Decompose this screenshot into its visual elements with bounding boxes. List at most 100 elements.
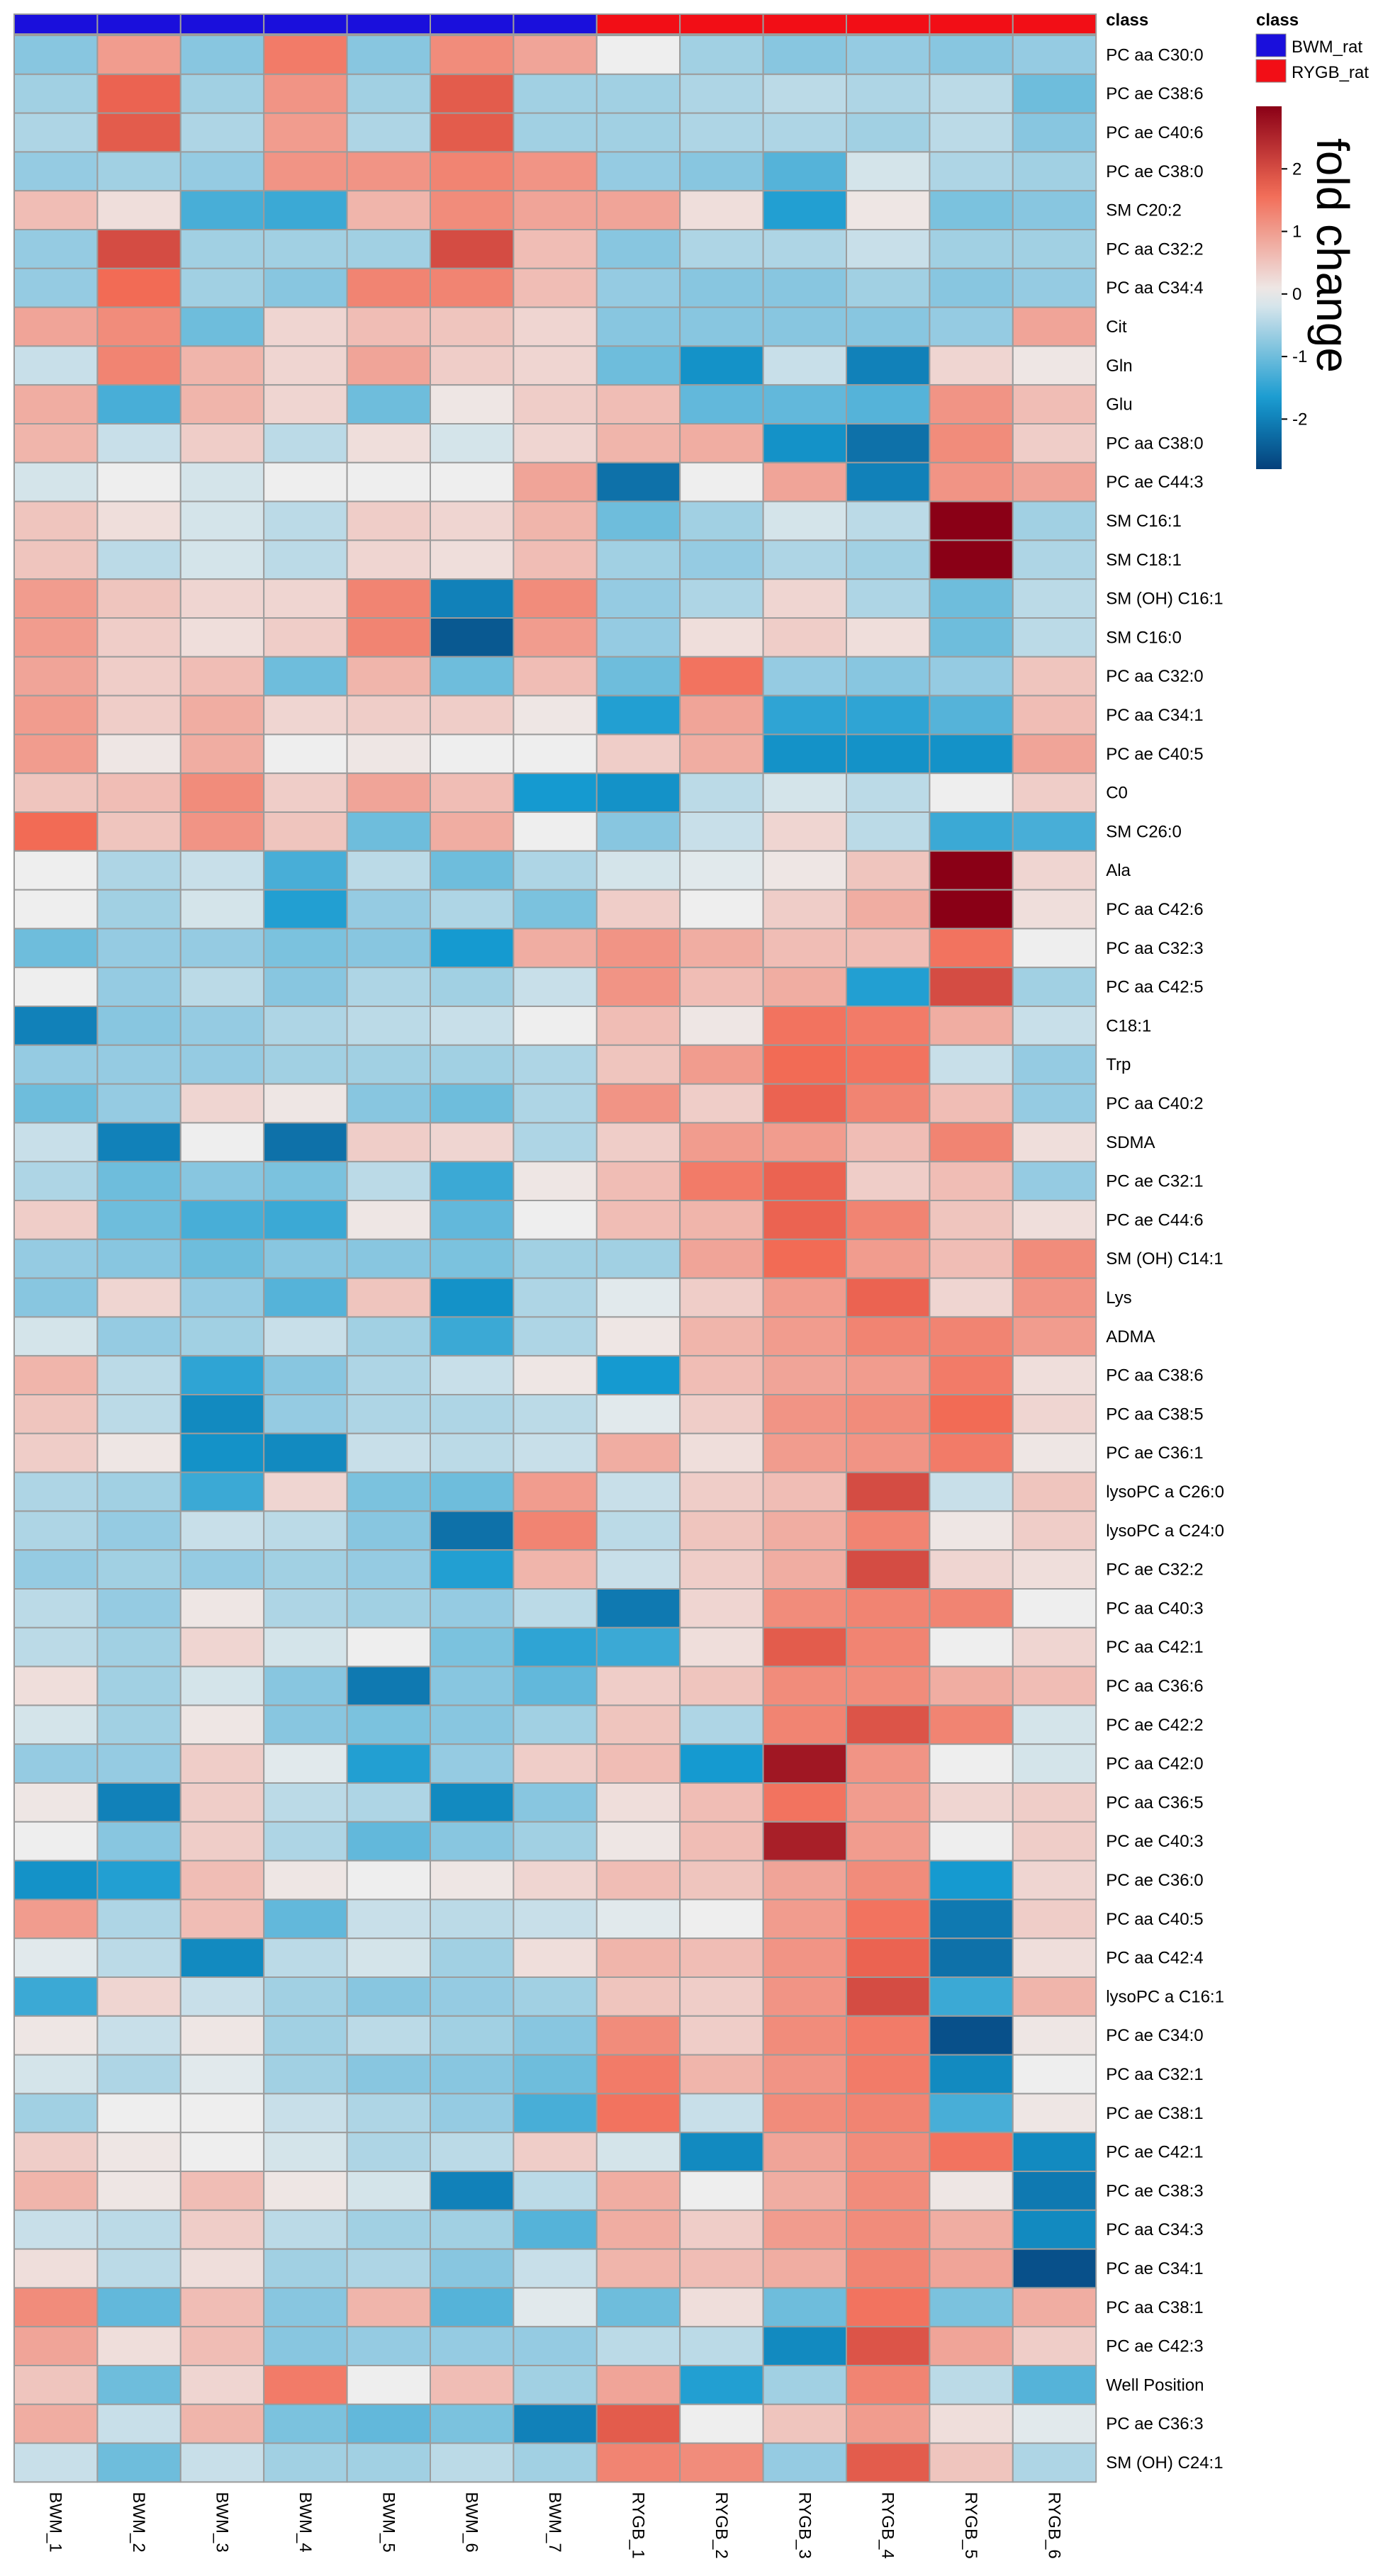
heatmap-cell — [679, 1665, 764, 1706]
heatmap-cell — [263, 1471, 348, 1512]
heatmap-cell — [179, 539, 265, 580]
heatmap-cell — [96, 2209, 181, 2250]
heatmap-cell — [595, 656, 681, 697]
heatmap-cell — [513, 2209, 598, 2250]
heatmap-cell — [762, 889, 847, 930]
row-label: PC ae C36:3 — [1106, 2414, 1203, 2434]
heatmap-cell — [929, 694, 1014, 736]
heatmap-cell — [13, 656, 99, 697]
heatmap-cell — [13, 2365, 99, 2405]
heatmap-cell — [679, 190, 764, 231]
heatmap-cell — [96, 423, 181, 463]
column-labels: BWM_1 BWM_2 BWM_3 BWM_4 BWM_5 BWM_6 BWM_7 RYGB_… — [46, 2492, 1064, 2558]
heatmap-cell — [679, 2365, 764, 2405]
heatmap-cell — [762, 1704, 847, 1745]
row-label: lysoPC a C16:1 — [1106, 1987, 1224, 2006]
heatmap-cell — [595, 733, 681, 775]
heatmap-cell — [513, 423, 598, 463]
heatmap-cell — [430, 423, 515, 463]
heatmap-cell — [846, 2015, 931, 2056]
heatmap-cell — [13, 461, 99, 502]
heatmap-cell — [179, 1432, 265, 1473]
heatmap-cell — [846, 1704, 931, 1745]
column-label: RYGB_2 — [712, 2492, 731, 2558]
heatmap-cell — [13, 500, 99, 541]
heatmap-cell — [430, 578, 515, 619]
heatmap-cell — [762, 1976, 847, 2017]
heatmap-cell — [929, 2403, 1014, 2444]
heatmap-cell — [595, 889, 681, 930]
heatmap-cell — [263, 229, 348, 269]
row-label: PC ae C32:2 — [1106, 1560, 1203, 1580]
heatmap-cell — [762, 2403, 847, 2444]
heatmap-cell — [679, 1937, 764, 1978]
heatmap-cell — [430, 1161, 515, 1201]
heatmap-cell — [1012, 1316, 1097, 1357]
heatmap-cell — [96, 1394, 181, 1434]
heatmap-cell — [1012, 2403, 1097, 2444]
heatmap-cell — [595, 1355, 681, 1395]
heatmap-cell — [263, 772, 348, 813]
heatmap-cell — [513, 461, 598, 502]
heatmap-cell — [1012, 2248, 1097, 2289]
heatmap-cell — [679, 1044, 764, 1085]
column-label: RYGB_5 — [961, 2492, 980, 2558]
heatmap-cell — [96, 35, 181, 75]
heatmap-cell — [513, 772, 598, 813]
row-label: PC ae C34:1 — [1106, 2259, 1203, 2278]
heatmap-cell — [929, 1510, 1014, 1551]
heatmap-cell — [595, 2326, 681, 2366]
heatmap-cell — [679, 35, 764, 75]
heatmap-cell — [929, 2171, 1014, 2211]
heatmap-cell — [179, 2171, 265, 2211]
heatmap-cell — [1012, 1355, 1097, 1395]
row-label: PC ae C40:6 — [1106, 123, 1203, 142]
heatmap-cell — [513, 2326, 598, 2366]
heatmap-cell — [929, 850, 1014, 891]
heatmap-cell — [679, 2248, 764, 2289]
heatmap-cell — [929, 1394, 1014, 1434]
row-label: PC aa C30:0 — [1106, 45, 1203, 64]
heatmap-cell — [846, 1277, 931, 1318]
heatmap-cell — [13, 967, 99, 1007]
heatmap-cell — [263, 461, 348, 502]
heatmap-cell — [846, 1665, 931, 1706]
heatmap-cell — [430, 2093, 515, 2134]
heatmap-cell — [929, 1743, 1014, 1784]
heatmap-cell — [346, 461, 432, 502]
class-annotation-cell — [846, 13, 931, 35]
heatmap-cell — [1012, 112, 1097, 153]
heatmap-cell — [346, 229, 432, 269]
heatmap-cell — [13, 2442, 99, 2483]
row-label: PC ae C38:1 — [1106, 2104, 1203, 2123]
heatmap-cell — [679, 1471, 764, 1512]
heatmap-cell — [513, 1704, 598, 1745]
heatmap-cell — [346, 1122, 432, 1163]
heatmap-cell — [430, 1006, 515, 1046]
heatmap-cell — [846, 694, 931, 736]
heatmap-cell — [679, 461, 764, 502]
heatmap-cell — [430, 1821, 515, 1862]
row-label: PC aa C38:0 — [1106, 434, 1203, 453]
heatmap-cell — [13, 1860, 99, 1901]
heatmap-cell — [430, 112, 515, 153]
annotation-label: class — [1106, 11, 1148, 30]
heatmap-cell — [1012, 850, 1097, 891]
heatmap-cells — [13, 35, 1097, 2483]
heatmap-cell — [595, 423, 681, 463]
heatmap-cell — [595, 578, 681, 619]
heatmap-cell — [595, 1626, 681, 1667]
heatmap-cell — [430, 772, 515, 813]
heatmap-cell — [96, 1432, 181, 1473]
row-label: PC aa C42:5 — [1106, 978, 1203, 997]
row-label: SM C18:1 — [1106, 551, 1182, 570]
heatmap-cell — [13, 2326, 99, 2366]
heatmap-cell — [346, 1782, 432, 1823]
heatmap-cell — [96, 2326, 181, 2366]
heatmap-cell — [430, 2054, 515, 2095]
heatmap-cell — [263, 151, 348, 192]
heatmap-cell — [179, 2054, 265, 2095]
heatmap-cell — [679, 2054, 764, 2095]
heatmap-cell — [430, 1743, 515, 1784]
